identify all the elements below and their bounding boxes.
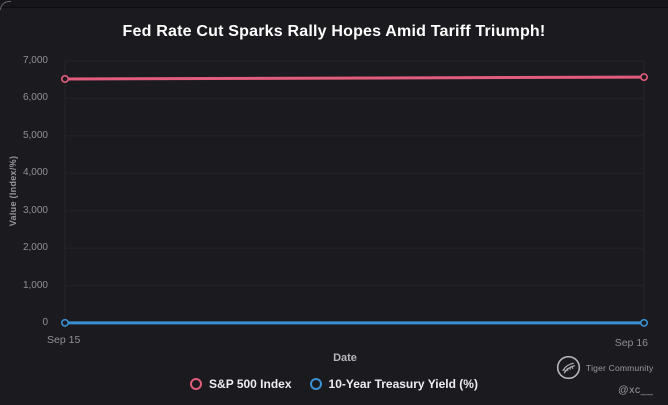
watermark-handle: @xc__ [618,384,654,396]
y-tick-label: 7,000 [22,55,48,66]
line-series-0[interactable] [63,75,646,81]
y-tick-label: 2,000 [22,242,48,254]
y-tick-label: 4,000 [22,167,48,179]
y-tick-label: 3,000 [22,204,48,216]
y-tick-label: 5,000 [22,129,48,141]
data-point-marker[interactable] [639,318,648,327]
y-tick-label: 1,000 [22,279,48,291]
chart-legend: S&P 500 Index 10-Year Treasury Yield (%) [0,375,668,393]
chart-title: Fed Rate Cut Sparks Rally Hopes Amid Tar… [122,23,546,40]
tiger-logo-icon [556,355,581,380]
legend-item-sp500[interactable]: S&P 500 Index [190,377,292,391]
data-point-marker[interactable] [639,73,648,82]
x-tick-label: Sep 15 [47,334,81,346]
data-point-marker[interactable] [60,74,69,83]
sp500-series-marker-icon [190,378,203,390]
legend-item-treasury[interactable]: 10-Year Treasury Yield (%) [309,377,478,391]
legend-label-sp500: S&P 500 Index [209,377,292,391]
y-tick-label: 0 [42,317,48,328]
watermark-community-name: Tiger Community [586,362,654,373]
data-point-marker[interactable] [60,318,69,327]
treasury-series-marker-icon [309,378,322,390]
watermark: Tiger Community @xc__ [556,355,668,401]
window-corner-decoration [0,1,11,10]
window-top-strip [0,0,668,8]
x-tick-label: Sep 16 [614,337,648,349]
legend-label-treasury: 10-Year Treasury Yield (%) [328,377,478,391]
x-axis-title: Date [333,352,357,364]
y-tick-label: 6,000 [22,92,48,104]
